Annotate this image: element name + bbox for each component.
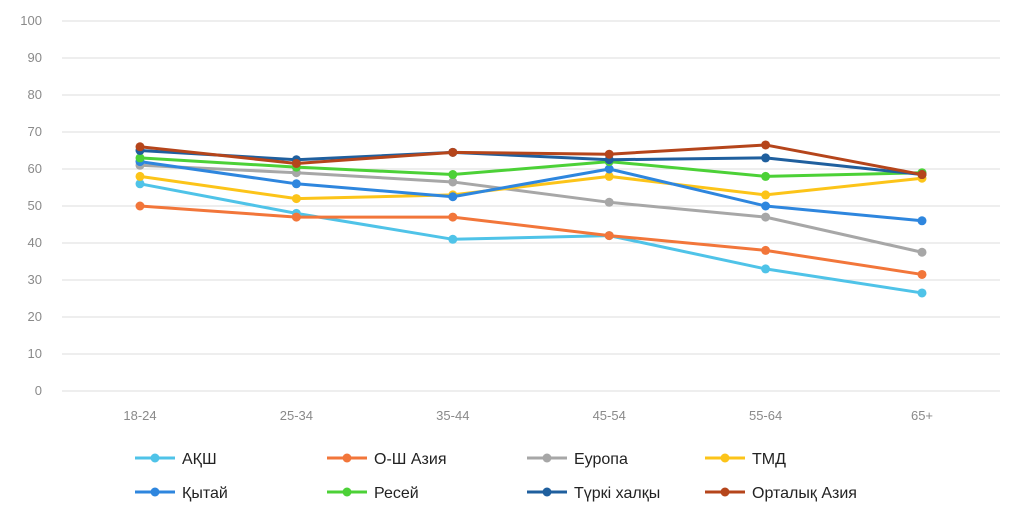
legend-label: ТМД: [752, 451, 786, 468]
legend-item: Түркі халқы: [527, 485, 660, 502]
series-line: [138, 143, 924, 177]
data-point: [604, 164, 614, 174]
legend-label: О-Ш Азия: [374, 451, 447, 468]
data-point: [761, 245, 771, 255]
data-point: [448, 192, 458, 202]
data-point: [917, 170, 927, 180]
legend-swatch-marker: [150, 453, 160, 463]
data-point: [291, 194, 301, 204]
x-tick-label: 65+: [911, 408, 933, 423]
legend-swatch-marker: [542, 453, 552, 463]
x-axis-tick-labels: 18-24 25-34 35-44 45-54 55-64 65+: [123, 408, 933, 423]
series-line: [138, 156, 924, 178]
legend-item: О-Ш Азия: [327, 451, 447, 468]
data-point: [917, 247, 927, 257]
legend-item: Ресей: [327, 485, 419, 502]
legend-label: Ресей: [374, 485, 419, 502]
data-point: [291, 179, 301, 189]
y-tick-label: 100: [20, 13, 42, 28]
legend-label: Орталық Азия: [752, 485, 857, 502]
data-point: [604, 231, 614, 241]
series-line: [138, 204, 924, 276]
data-point: [761, 171, 771, 181]
x-tick-label: 18-24: [123, 408, 156, 423]
data-point: [291, 158, 301, 168]
y-tick-label: 60: [28, 161, 42, 176]
legend-item: АҚШ: [135, 451, 217, 468]
data-point: [135, 179, 145, 189]
legend-item: Орталық Азия: [705, 485, 857, 502]
legend: АҚШ О-Ш Азия Еуропа ТМД Қытай Ресей Түркі халқ…: [135, 451, 857, 502]
data-point: [448, 170, 458, 180]
y-tick-label: 90: [28, 50, 42, 65]
data-point: [604, 149, 614, 159]
series-1: [135, 201, 927, 279]
legend-swatch-marker: [720, 487, 730, 497]
y-tick-label: 0: [35, 383, 42, 398]
data-point: [604, 171, 614, 181]
x-tick-label: 25-34: [280, 408, 313, 423]
x-tick-label: 45-54: [593, 408, 626, 423]
y-axis-tick-labels: 0 10 20 30 40 50 60 70 80 90 100: [20, 13, 42, 398]
legend-label: Қытай: [182, 485, 228, 502]
series-7: [135, 140, 927, 180]
data-point: [448, 177, 458, 187]
data-point: [135, 171, 145, 181]
series-line: [138, 163, 924, 254]
series-line: [138, 182, 924, 295]
legend-label: Еуропа: [574, 451, 628, 468]
data-point: [761, 264, 771, 274]
legend-swatch-marker: [720, 453, 730, 463]
data-point: [761, 140, 771, 150]
series-line: [138, 149, 924, 177]
data-point: [448, 234, 458, 244]
x-tick-label: 55-64: [749, 408, 782, 423]
y-tick-label: 50: [28, 198, 42, 213]
x-tick-label: 35-44: [436, 408, 469, 423]
data-point: [917, 216, 927, 226]
data-point: [135, 153, 145, 163]
legend-swatch-marker: [342, 453, 352, 463]
legend-label: Түркі халқы: [574, 485, 660, 502]
legend-label: АҚШ: [182, 451, 217, 468]
y-tick-label: 70: [28, 124, 42, 139]
legend-item: ТМД: [705, 451, 786, 468]
legend-item: Қытай: [135, 485, 228, 502]
data-point: [917, 269, 927, 279]
data-point: [604, 197, 614, 207]
data-point: [761, 212, 771, 222]
data-point: [917, 288, 927, 298]
grid: [62, 20, 1000, 392]
y-tick-label: 10: [28, 346, 42, 361]
data-point: [135, 142, 145, 152]
legend-swatch-marker: [150, 487, 160, 497]
data-point: [761, 201, 771, 211]
data-point: [761, 153, 771, 163]
y-tick-label: 30: [28, 272, 42, 287]
data-point: [448, 147, 458, 157]
legend-swatch-marker: [542, 487, 552, 497]
y-tick-label: 20: [28, 309, 42, 324]
data-point: [135, 201, 145, 211]
data-point: [448, 212, 458, 222]
data-point: [291, 212, 301, 222]
legend-item: Еуропа: [527, 451, 628, 468]
series-lines: [135, 140, 927, 298]
y-tick-label: 80: [28, 87, 42, 102]
legend-swatch-marker: [342, 487, 352, 497]
series-line: [138, 160, 924, 223]
data-point: [761, 190, 771, 200]
y-tick-label: 40: [28, 235, 42, 250]
series-line: [138, 174, 924, 201]
